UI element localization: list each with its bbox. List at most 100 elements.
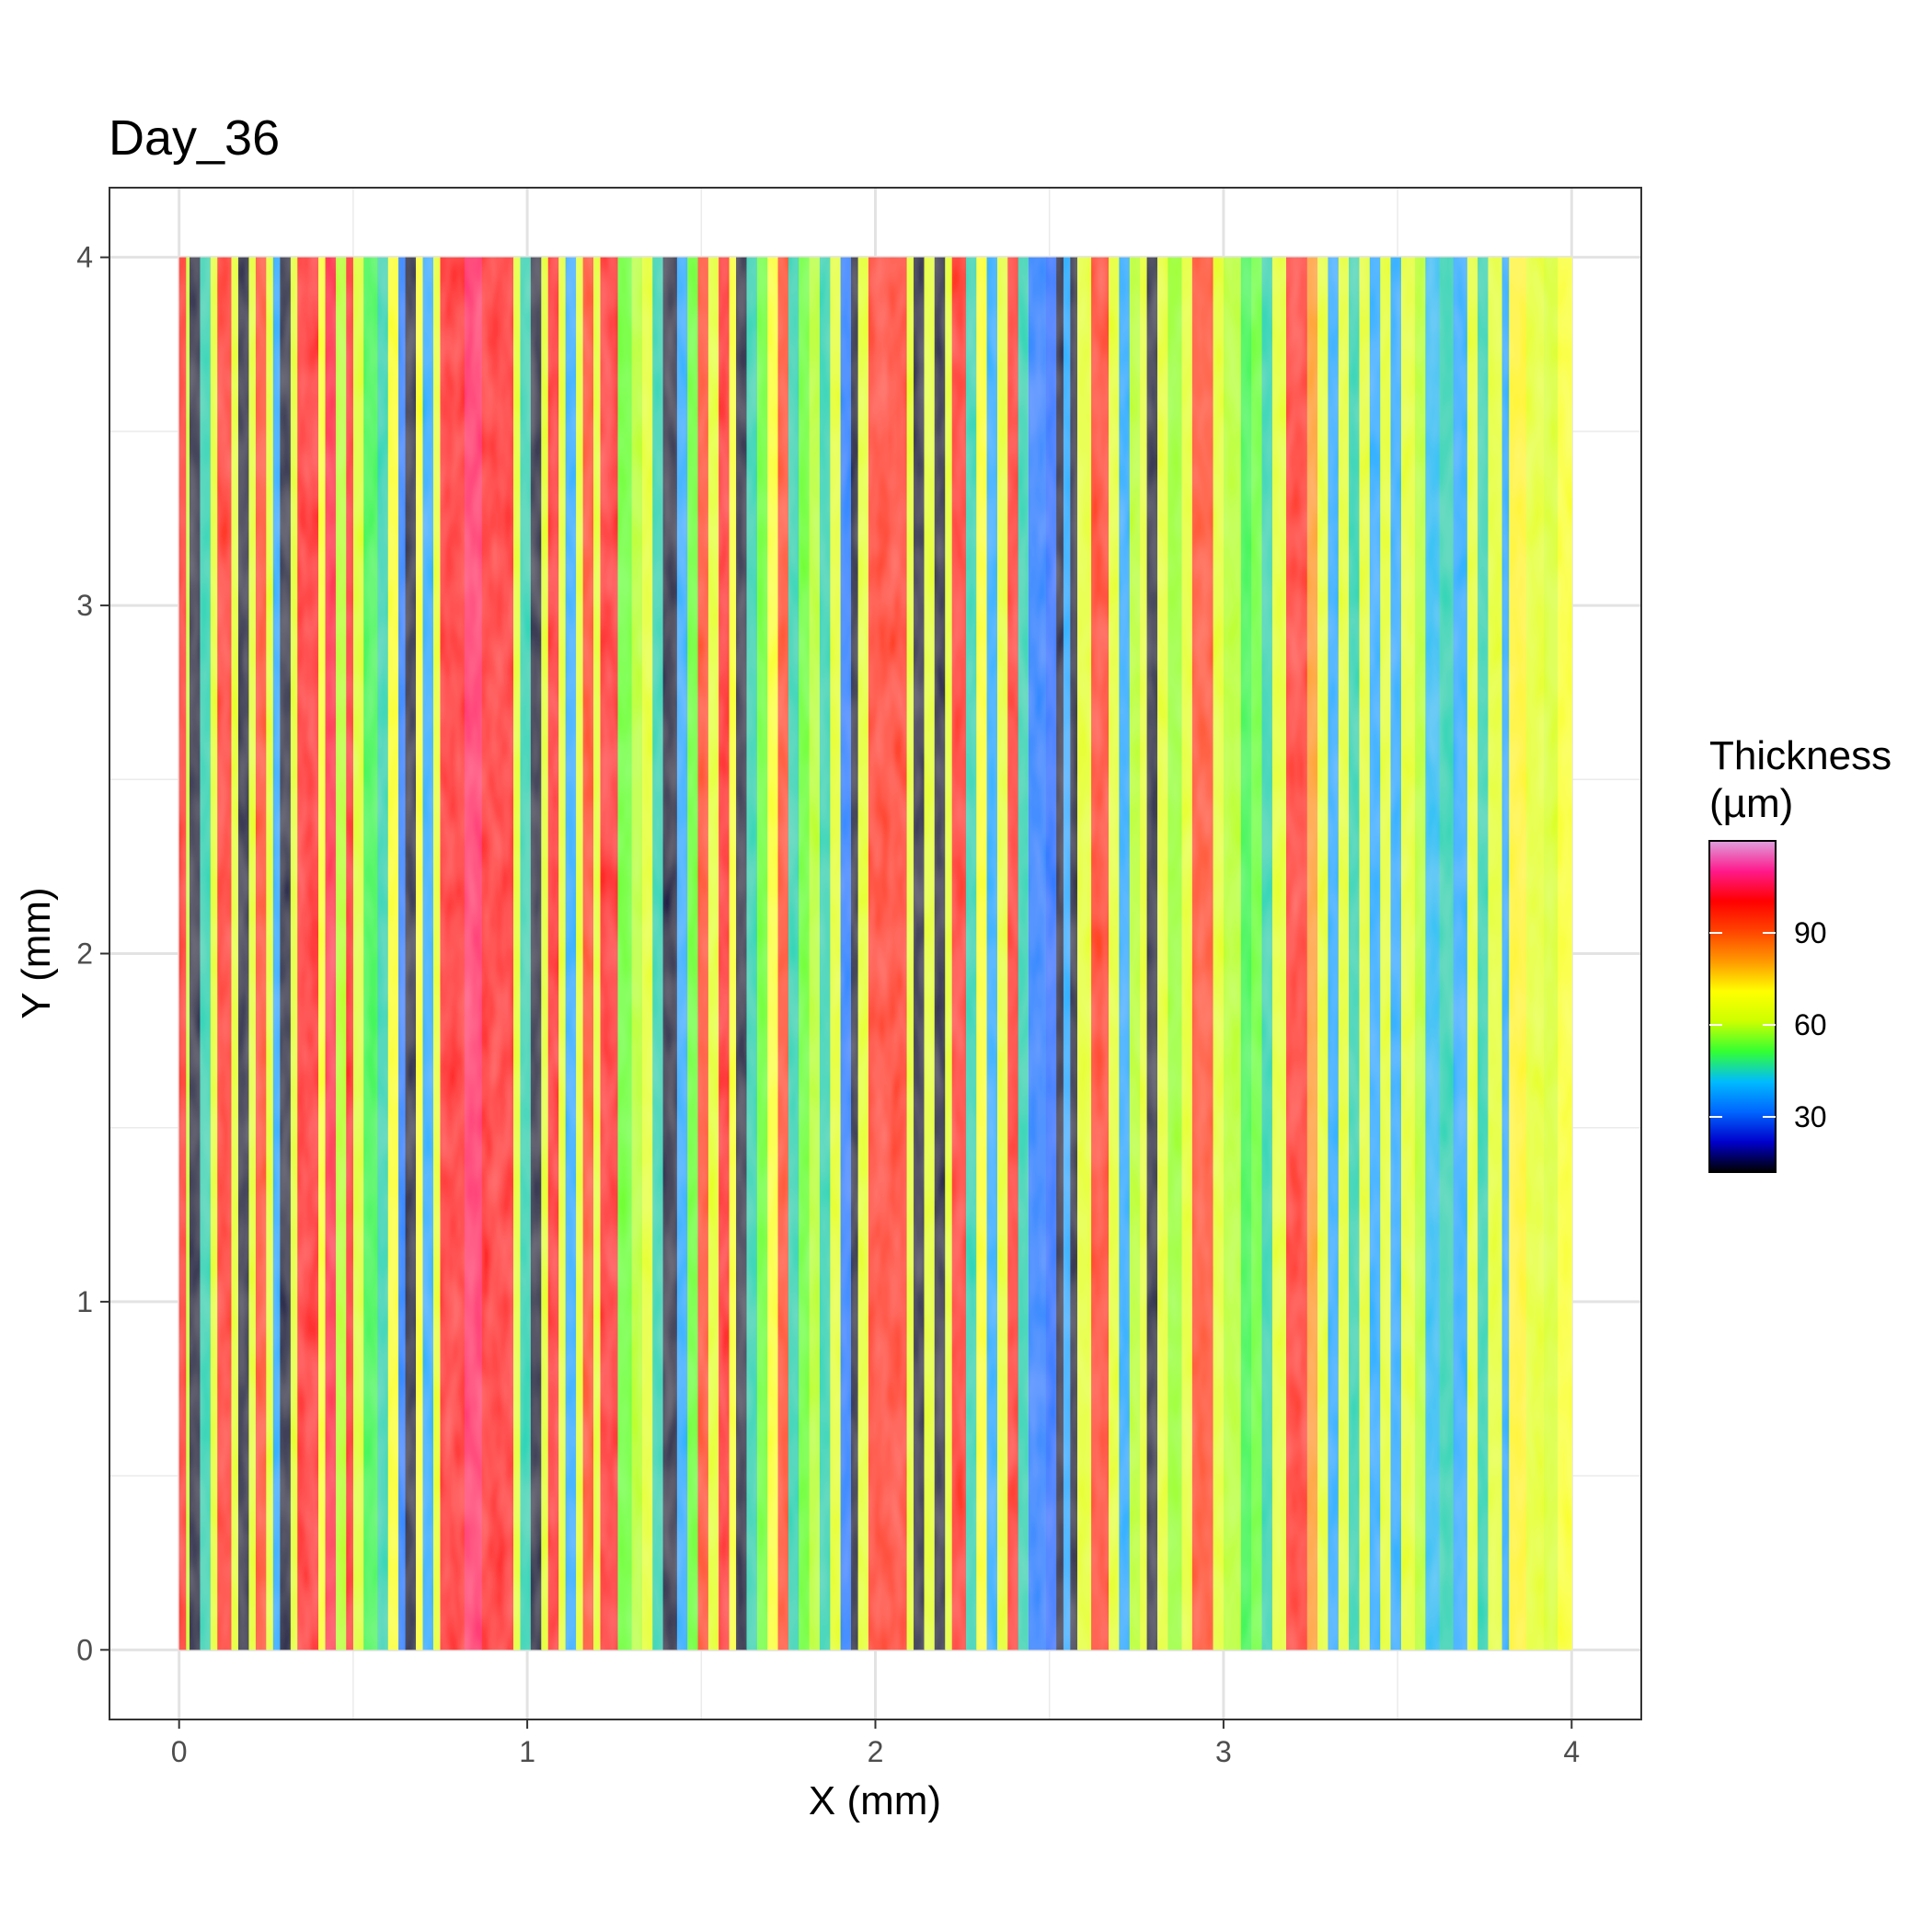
legend-tick-label: 90: [1794, 916, 1827, 949]
heatmap-stripe: [830, 257, 842, 1650]
heatmap-stripe: [1018, 257, 1029, 1650]
heatmap-stripe: [1359, 257, 1371, 1650]
legend-ticks: 30 60 90: [1709, 916, 1827, 1133]
color-legend: Thickness (µm) 30 60 90: [1708, 733, 1892, 1173]
heatmap-stripe: [809, 257, 821, 1650]
heatmap-stripe: [432, 257, 442, 1650]
heatmap-stripe: [1223, 257, 1242, 1650]
heatmap-stripe: [1478, 257, 1489, 1650]
heatmap-stripe: [819, 257, 831, 1650]
heatmap-stripe: [1328, 257, 1340, 1650]
heatmap-stripe: [1157, 257, 1168, 1650]
heatmap-stripe: [1063, 257, 1072, 1650]
legend-tick-label: 60: [1794, 1008, 1827, 1041]
heatmap-stripes: [178, 257, 1572, 1650]
heatmap-stripe: [352, 257, 364, 1650]
heatmap-stripe: [238, 257, 249, 1650]
heatmap-stripe: [697, 257, 709, 1650]
heatmap-stripe: [1191, 257, 1214, 1650]
heatmap-stripe: [1425, 257, 1441, 1650]
heatmap-stripe: [996, 257, 1008, 1650]
x-tick-label: 1: [519, 1735, 535, 1768]
chart-title: Day_36: [109, 110, 280, 166]
heatmap-stripe: [1526, 257, 1545, 1650]
heatmap-stripe: [520, 257, 532, 1650]
heatmap-stripe: [1181, 257, 1193, 1650]
heatmap-stripe: [641, 257, 653, 1650]
heatmap-stripe: [906, 257, 914, 1650]
heatmap-stripe: [1129, 257, 1141, 1650]
heatmap-stripe: [857, 257, 869, 1650]
heatmap-stripe: [481, 257, 514, 1650]
heatmap-stripe: [1400, 257, 1416, 1650]
x-axis-title: X (mm): [809, 1778, 941, 1823]
heatmap-stripe: [272, 257, 282, 1650]
heatmap-stripe: [565, 257, 577, 1650]
legend-title-line-2: (µm): [1709, 781, 1793, 826]
y-tick-label: 0: [76, 1633, 93, 1666]
heatmap-stripe: [512, 257, 522, 1650]
heatmap-stripe: [547, 257, 559, 1650]
heatmap-stripe: [558, 257, 567, 1650]
heatmap-stripe: [582, 257, 594, 1650]
heatmap-stripe: [707, 257, 719, 1650]
heatmap-stripe: [297, 257, 319, 1650]
heatmap-stripe: [1140, 257, 1148, 1650]
heatmap-stripe: [914, 257, 926, 1650]
heatmap-stripe: [200, 257, 212, 1650]
heatmap-stripe: [280, 257, 292, 1650]
heatmap-stripe: [377, 257, 389, 1650]
heatmap-stripe: [965, 257, 977, 1650]
heatmap-stripe: [788, 257, 799, 1650]
heatmap-stripe: [1317, 257, 1329, 1650]
heatmap-stripe: [1045, 257, 1057, 1650]
heatmap-stripe: [290, 257, 298, 1650]
heatmap-stripe: [934, 257, 946, 1650]
y-tick-label: 1: [76, 1285, 93, 1318]
heatmap-stripe: [1338, 257, 1350, 1650]
heatmap-stripe: [1056, 257, 1064, 1650]
x-axis: 0 1 2 3 4: [171, 1719, 1580, 1768]
heatmap-stripe: [924, 257, 936, 1650]
heatmap-stripe: [346, 257, 354, 1650]
heatmap-stripe: [600, 257, 619, 1650]
heatmap-stripe: [976, 257, 988, 1650]
heatmap-stripe: [951, 257, 967, 1650]
heatmap-stripe: [1349, 257, 1361, 1650]
y-axis: 0 1 2 3 4: [76, 241, 109, 1666]
heatmap-stripe: [1544, 257, 1558, 1650]
heatmap-stripe: [190, 257, 201, 1650]
heatmap-stripe: [1488, 257, 1503, 1650]
heatmap-stripe: [1029, 257, 1047, 1650]
heatmap-stripe: [217, 257, 233, 1650]
heatmap-stripe: [1251, 257, 1263, 1650]
heatmap-stripe: [986, 257, 998, 1650]
x-tick-label: 2: [868, 1735, 884, 1768]
heatmap-stripe: [416, 257, 424, 1650]
heatmap-stripe: [1380, 257, 1392, 1650]
heatmap-stripe: [631, 257, 643, 1650]
heatmap-stripe: [736, 257, 748, 1650]
x-tick-label: 4: [1563, 1735, 1580, 1768]
heatmap-stripe: [1501, 257, 1510, 1650]
heatmap-stripe: [541, 257, 549, 1650]
heatmap-stripe: [687, 257, 699, 1650]
heatmap-stripe: [576, 257, 584, 1650]
heatmap-stripe: [1213, 257, 1225, 1650]
heatmap-stripe: [1007, 257, 1019, 1650]
legend-tick-label: 30: [1794, 1100, 1827, 1133]
heatmap-stripe: [1076, 257, 1092, 1650]
heatmap-stripe: [592, 257, 602, 1650]
heatmap-stripe: [851, 257, 859, 1650]
heatmap-stripe: [1558, 257, 1572, 1650]
heatmap-stripe: [662, 257, 678, 1650]
legend-title-line-1: Thickness: [1709, 733, 1892, 778]
heatmap-stripe: [422, 257, 434, 1650]
heatmap-stripe: [387, 257, 399, 1650]
heatmap-stripe: [1167, 257, 1183, 1650]
heatmap-stripe: [405, 257, 417, 1650]
heatmap-stripe: [530, 257, 542, 1650]
heatmap-stripe: [1261, 257, 1273, 1650]
y-axis-title: Y (mm): [14, 887, 59, 1018]
heatmap-stripe: [335, 257, 347, 1650]
